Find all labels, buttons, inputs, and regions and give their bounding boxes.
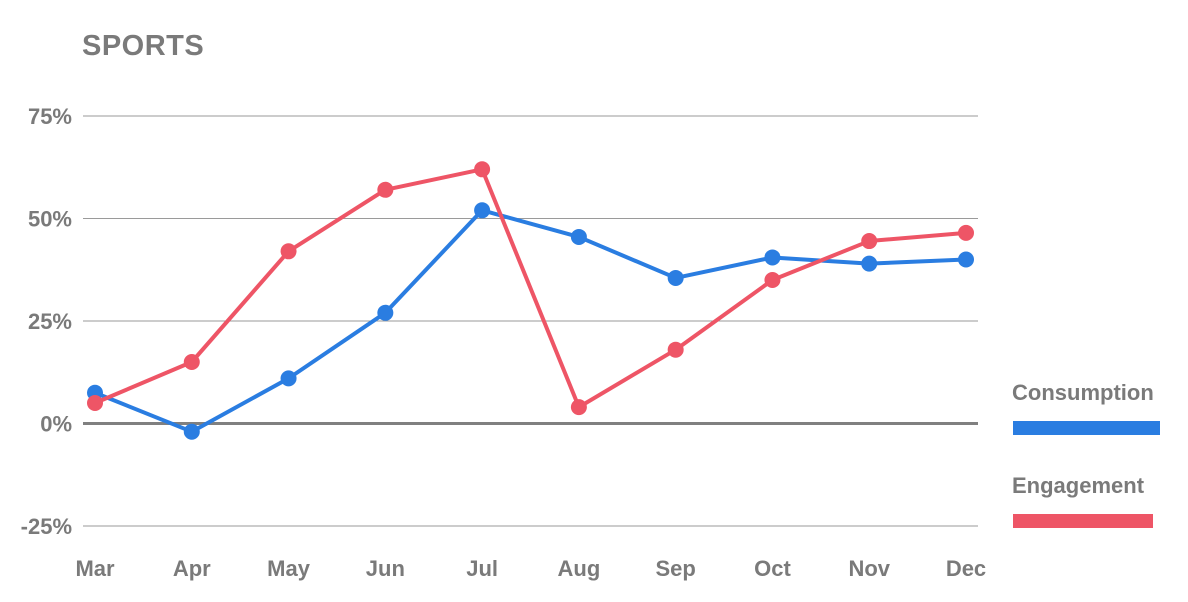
gridlines xyxy=(83,115,978,527)
x-tick-label: Jul xyxy=(466,556,498,581)
y-tick-label: 75% xyxy=(28,104,72,129)
legend-label-consumption: Consumption xyxy=(1012,380,1154,405)
data-point-engagement xyxy=(474,161,491,178)
legend-swatch-engagement xyxy=(1013,514,1153,528)
data-point-engagement xyxy=(280,243,297,260)
data-point-consumption xyxy=(474,202,491,219)
data-point-engagement xyxy=(861,233,878,250)
x-tick-label: Nov xyxy=(848,556,890,581)
x-tick-label: Oct xyxy=(754,556,791,581)
data-point-engagement xyxy=(570,399,587,416)
x-tick-label: Jun xyxy=(366,556,405,581)
y-tick-label: 0% xyxy=(40,412,72,437)
data-point-engagement xyxy=(183,354,200,370)
legend-label-engagement: Engagement xyxy=(1012,473,1145,498)
data-point-consumption xyxy=(764,249,781,266)
x-tick-label: Sep xyxy=(655,556,695,581)
x-tick-label: Dec xyxy=(946,556,986,581)
x-tick-label: May xyxy=(267,556,311,581)
data-point-engagement xyxy=(764,272,781,288)
x-tick-label: Aug xyxy=(558,556,601,581)
data-point-consumption xyxy=(958,251,974,268)
data-point-engagement xyxy=(958,224,974,241)
y-tick-label: 50% xyxy=(28,207,72,232)
data-point-consumption xyxy=(377,304,394,321)
x-axis-ticks: Mar Apr May Jun Jul Aug Sep Oct Nov Dec xyxy=(75,556,986,581)
y-axis-ticks: 75% 50% 25% 0% -25% xyxy=(21,104,72,539)
data-point-engagement xyxy=(87,395,103,411)
legend-swatch-consumption xyxy=(1013,421,1160,435)
y-tick-label: 25% xyxy=(28,309,72,334)
data-point-consumption xyxy=(280,370,297,387)
data-point-consumption xyxy=(570,228,587,245)
y-tick-label: -25% xyxy=(21,514,72,539)
data-point-engagement xyxy=(667,341,684,358)
data-point-consumption xyxy=(183,423,200,440)
series-line-engagement xyxy=(93,167,968,410)
series-lines xyxy=(87,161,974,440)
x-tick-label: Apr xyxy=(173,556,211,581)
x-tick-label: Mar xyxy=(75,556,115,581)
data-point-consumption xyxy=(667,269,684,286)
data-point-engagement xyxy=(377,181,394,198)
chart-title: SPORTS xyxy=(82,30,205,62)
data-point-consumption xyxy=(861,255,878,272)
